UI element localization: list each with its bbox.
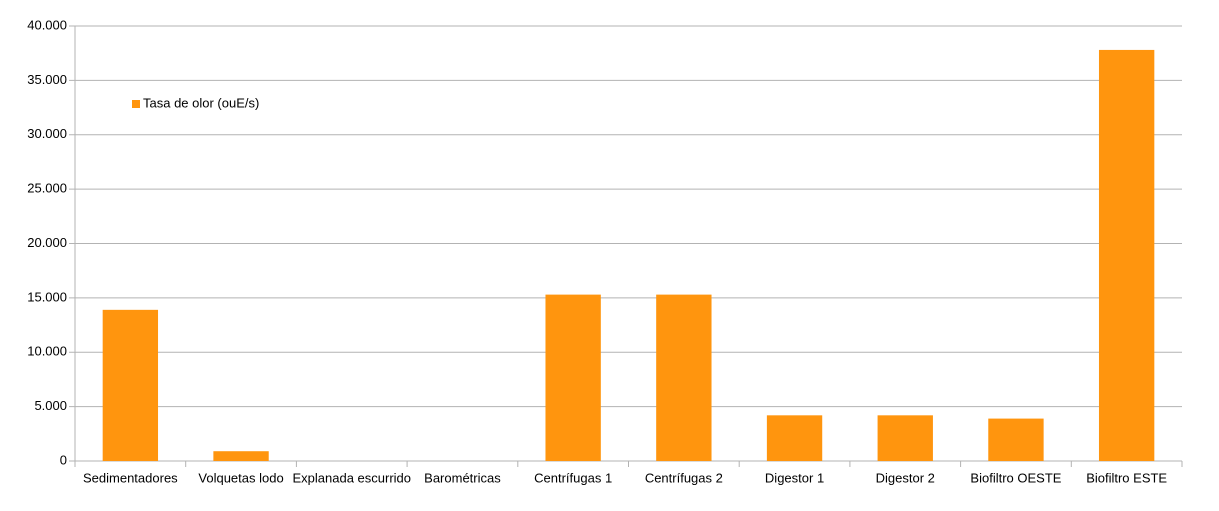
y-tick-label: 5.000: [34, 398, 67, 413]
x-tick-label: Volquetas lodo: [198, 470, 283, 485]
x-tick-label: Digestor 2: [876, 470, 935, 485]
y-tick-label: 20.000: [27, 235, 67, 250]
y-tick-label: 40.000: [27, 17, 67, 32]
bar: [102, 309, 159, 461]
x-tick-label: Centrífugas 1: [534, 470, 612, 485]
y-tick-label: 25.000: [27, 181, 67, 196]
y-tick-label: 10.000: [27, 344, 67, 359]
legend-swatch: [132, 100, 140, 108]
y-tick-label: 35.000: [27, 72, 67, 87]
x-tick-label: Barométricas: [424, 470, 501, 485]
bar: [877, 415, 933, 461]
bar: [656, 294, 712, 461]
bar: [766, 415, 823, 461]
x-tick-label: Centrífugas 2: [645, 470, 723, 485]
y-tick-label: 0: [60, 452, 67, 467]
x-tick-label: Biofiltro OESTE: [970, 470, 1061, 485]
x-tick-label: Explanada escurrido: [292, 470, 411, 485]
y-tick-label: 30.000: [27, 126, 67, 141]
x-tick-label: Sedimentadores: [83, 470, 178, 485]
x-tick-label: Digestor 1: [765, 470, 824, 485]
legend-label: Tasa de olor (ouE/s): [143, 95, 259, 110]
bar: [988, 418, 1044, 461]
x-tick-label: Biofiltro ESTE: [1086, 470, 1167, 485]
y-tick-label: 15.000: [27, 289, 67, 304]
bar: [213, 451, 269, 461]
bar: [1098, 49, 1155, 462]
bar: [545, 294, 601, 461]
